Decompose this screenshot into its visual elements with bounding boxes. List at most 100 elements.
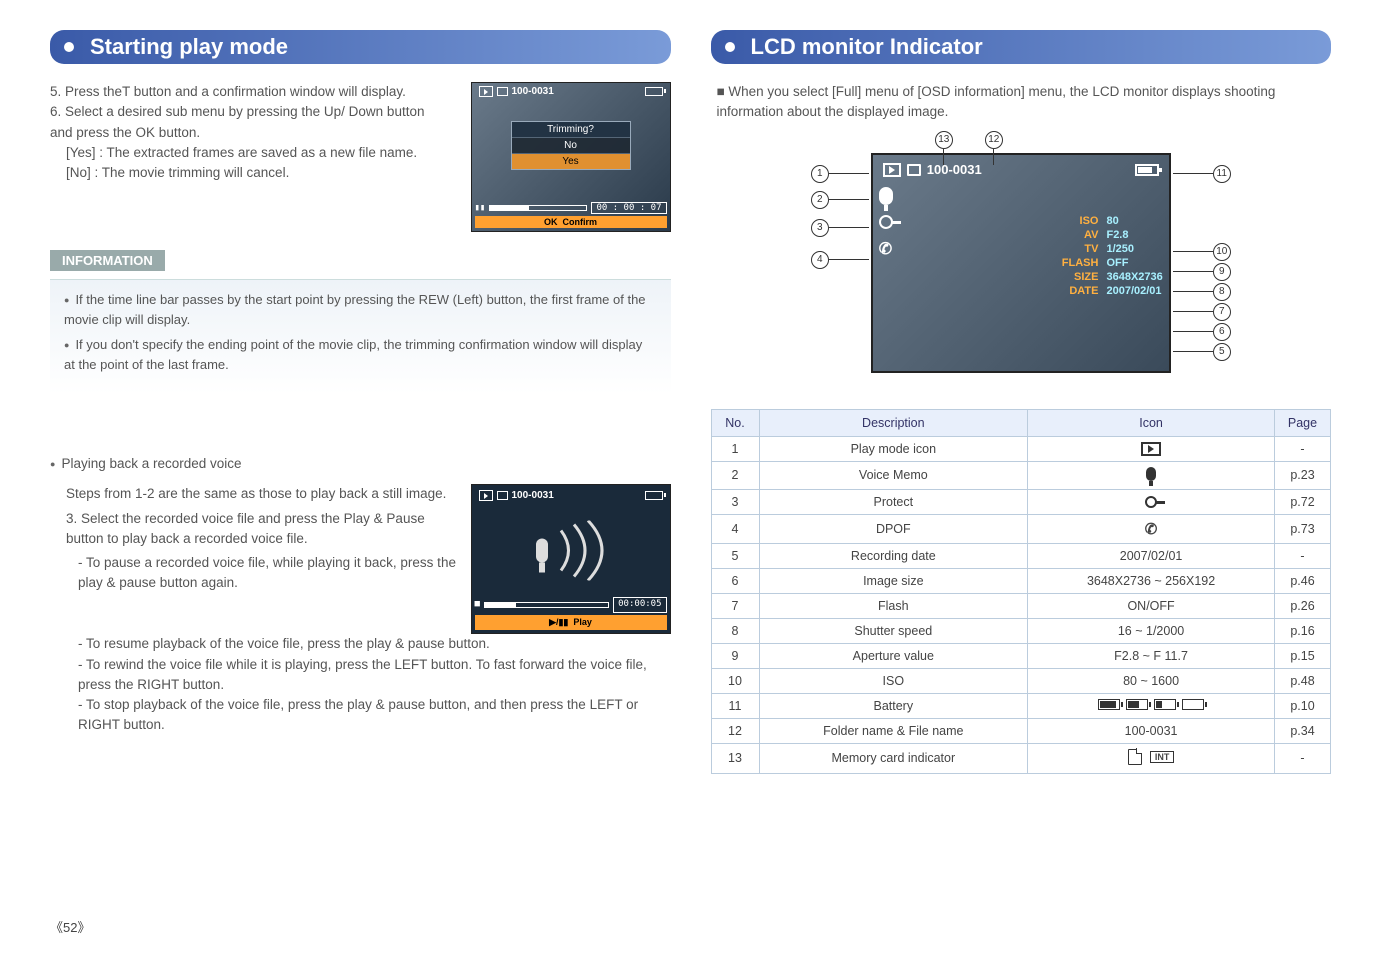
- progress-bar: [484, 602, 609, 608]
- cell-no: 1: [711, 436, 759, 461]
- cell-icon: ✆: [1028, 514, 1275, 543]
- table-row: 11Battery p.10: [711, 693, 1331, 718]
- voice-screenshot: 100-0031 ■: [471, 484, 671, 634]
- cell-icon: 2007/02/01: [1028, 543, 1275, 568]
- callout-8: 8: [1213, 283, 1231, 301]
- voice-playback-section: Playing back a recorded voice 100-0031: [50, 454, 671, 736]
- cell-no: 2: [711, 461, 759, 489]
- table-row: 1Play mode icon -: [711, 436, 1331, 461]
- cell-desc: Memory card indicator: [759, 743, 1028, 773]
- card-icon: [497, 87, 508, 96]
- voice-dash-2: - To resume playback of the voice file, …: [50, 634, 671, 654]
- table-row: 12Folder name & File name100-0031p.34: [711, 718, 1331, 743]
- cell-no: 12: [711, 718, 759, 743]
- timecode: 00 : 00 : 07: [591, 202, 666, 214]
- info-bullet-2: If you don't specify the ending point of…: [64, 335, 657, 374]
- cell-page: -: [1275, 543, 1331, 568]
- voice-heading: Playing back a recorded voice: [50, 454, 671, 474]
- cell-icon: ON/OFF: [1028, 593, 1275, 618]
- right-section-title: LCD monitor Indicator: [711, 30, 1332, 64]
- cell-page: -: [1275, 436, 1331, 461]
- mic-icon: [879, 187, 893, 205]
- trimming-screenshot: 100-0031 Trimming? No Yes ▮▮ 00 : 00 : 0…: [471, 82, 671, 232]
- callout-12: 12: [985, 131, 1003, 149]
- cell-no: 10: [711, 668, 759, 693]
- table-row: 4DPOF✆p.73: [711, 514, 1331, 543]
- th-icon: Icon: [1028, 409, 1275, 436]
- cell-desc: Protect: [759, 489, 1028, 514]
- ok-confirm-bar: OK Confirm: [475, 216, 667, 228]
- information-title: INFORMATION: [50, 250, 165, 271]
- cell-desc: Battery: [759, 693, 1028, 718]
- card-icon: [497, 491, 508, 500]
- cell-desc: ISO: [759, 668, 1028, 693]
- th-desc: Description: [759, 409, 1028, 436]
- step-5: 5. Press theT button and a confirmation …: [50, 82, 447, 102]
- folder-label: 100-0031: [512, 86, 554, 97]
- cell-page: p.73: [1275, 514, 1331, 543]
- dialog-option-yes: Yes: [512, 153, 630, 169]
- th-no: No.: [711, 409, 759, 436]
- dialog-option-no: No: [512, 137, 630, 153]
- play-pause-bar: ▶/▮▮ Play: [475, 615, 667, 631]
- table-row: 13Memory card indicatorINT-: [711, 743, 1331, 773]
- cell-icon: 80 ~ 1600: [1028, 668, 1275, 693]
- cell-desc: DPOF: [759, 514, 1028, 543]
- left-section-title: Starting play mode: [50, 30, 671, 64]
- cell-page: p.10: [1275, 693, 1331, 718]
- pause-glyph-icon: ▮▮: [475, 203, 486, 213]
- cell-page: p.26: [1275, 593, 1331, 618]
- dpof-icon: ✆: [879, 239, 893, 259]
- table-row: 2Voice Memop.23: [711, 461, 1331, 489]
- cell-icon: F2.8 ~ F 11.7: [1028, 643, 1275, 668]
- cell-icon: 3648X2736 ~ 256X192: [1028, 568, 1275, 593]
- timecode: 00:00:05: [613, 597, 666, 613]
- play-mode-icon: [479, 490, 493, 501]
- cell-desc: Play mode icon: [759, 436, 1028, 461]
- lcd-screen: 100-0031 ✆ ISO80 AVF2.8 TV1/250 FLASHOFF…: [871, 153, 1171, 373]
- folder-label: 100-0031: [512, 488, 554, 503]
- callout-7: 7: [1213, 303, 1231, 321]
- table-row: 10ISO80 ~ 1600p.48: [711, 668, 1331, 693]
- th-page: Page: [1275, 409, 1331, 436]
- cell-no: 13: [711, 743, 759, 773]
- cell-no: 11: [711, 693, 759, 718]
- protect-key-icon: [879, 215, 893, 229]
- callout-6: 6: [1213, 323, 1231, 341]
- cell-page: p.16: [1275, 618, 1331, 643]
- cell-no: 3: [711, 489, 759, 514]
- callout-3: 3: [811, 219, 829, 237]
- play-mode-icon: [479, 86, 493, 97]
- callout-2: 2: [811, 191, 829, 209]
- cell-page: p.15: [1275, 643, 1331, 668]
- progress-bar: [489, 205, 587, 211]
- cell-page: p.46: [1275, 568, 1331, 593]
- cell-desc: Recording date: [759, 543, 1028, 568]
- step-6: 6. Select a desired sub menu by pressing…: [50, 102, 447, 143]
- battery-icon: [645, 491, 663, 500]
- cell-no: 4: [711, 514, 759, 543]
- voice-wave-icon: [516, 521, 626, 598]
- cell-no: 5: [711, 543, 759, 568]
- table-row: 3Protectp.72: [711, 489, 1331, 514]
- stop-glyph-icon: ■: [475, 598, 480, 612]
- voice-dash-4: - To stop playback of the voice file, pr…: [50, 695, 671, 736]
- page-number: 《52》: [50, 917, 91, 936]
- cell-page: p.34: [1275, 718, 1331, 743]
- cell-desc: Flash: [759, 593, 1028, 618]
- step-6-no: [No] : The movie trimming will cancel.: [50, 163, 447, 183]
- battery-icon: [1135, 164, 1159, 176]
- lcd-intro: ■ When you select [Full] menu of [OSD in…: [711, 82, 1332, 123]
- dialog-title: Trimming?: [512, 122, 630, 137]
- callout-11: 11: [1213, 165, 1231, 183]
- cell-desc: Shutter speed: [759, 618, 1028, 643]
- card-icon: [907, 164, 921, 176]
- battery-icon: [645, 87, 663, 96]
- cell-desc: Folder name & File name: [759, 718, 1028, 743]
- cell-icon: [1028, 489, 1275, 514]
- lcd-diagram: 100-0031 ✆ ISO80 AVF2.8 TV1/250 FLASHOFF…: [811, 133, 1231, 393]
- callout-1: 1: [811, 165, 829, 183]
- information-block: INFORMATION If the time line bar passes …: [50, 250, 671, 394]
- cell-icon: 100-0031: [1028, 718, 1275, 743]
- cell-page: p.48: [1275, 668, 1331, 693]
